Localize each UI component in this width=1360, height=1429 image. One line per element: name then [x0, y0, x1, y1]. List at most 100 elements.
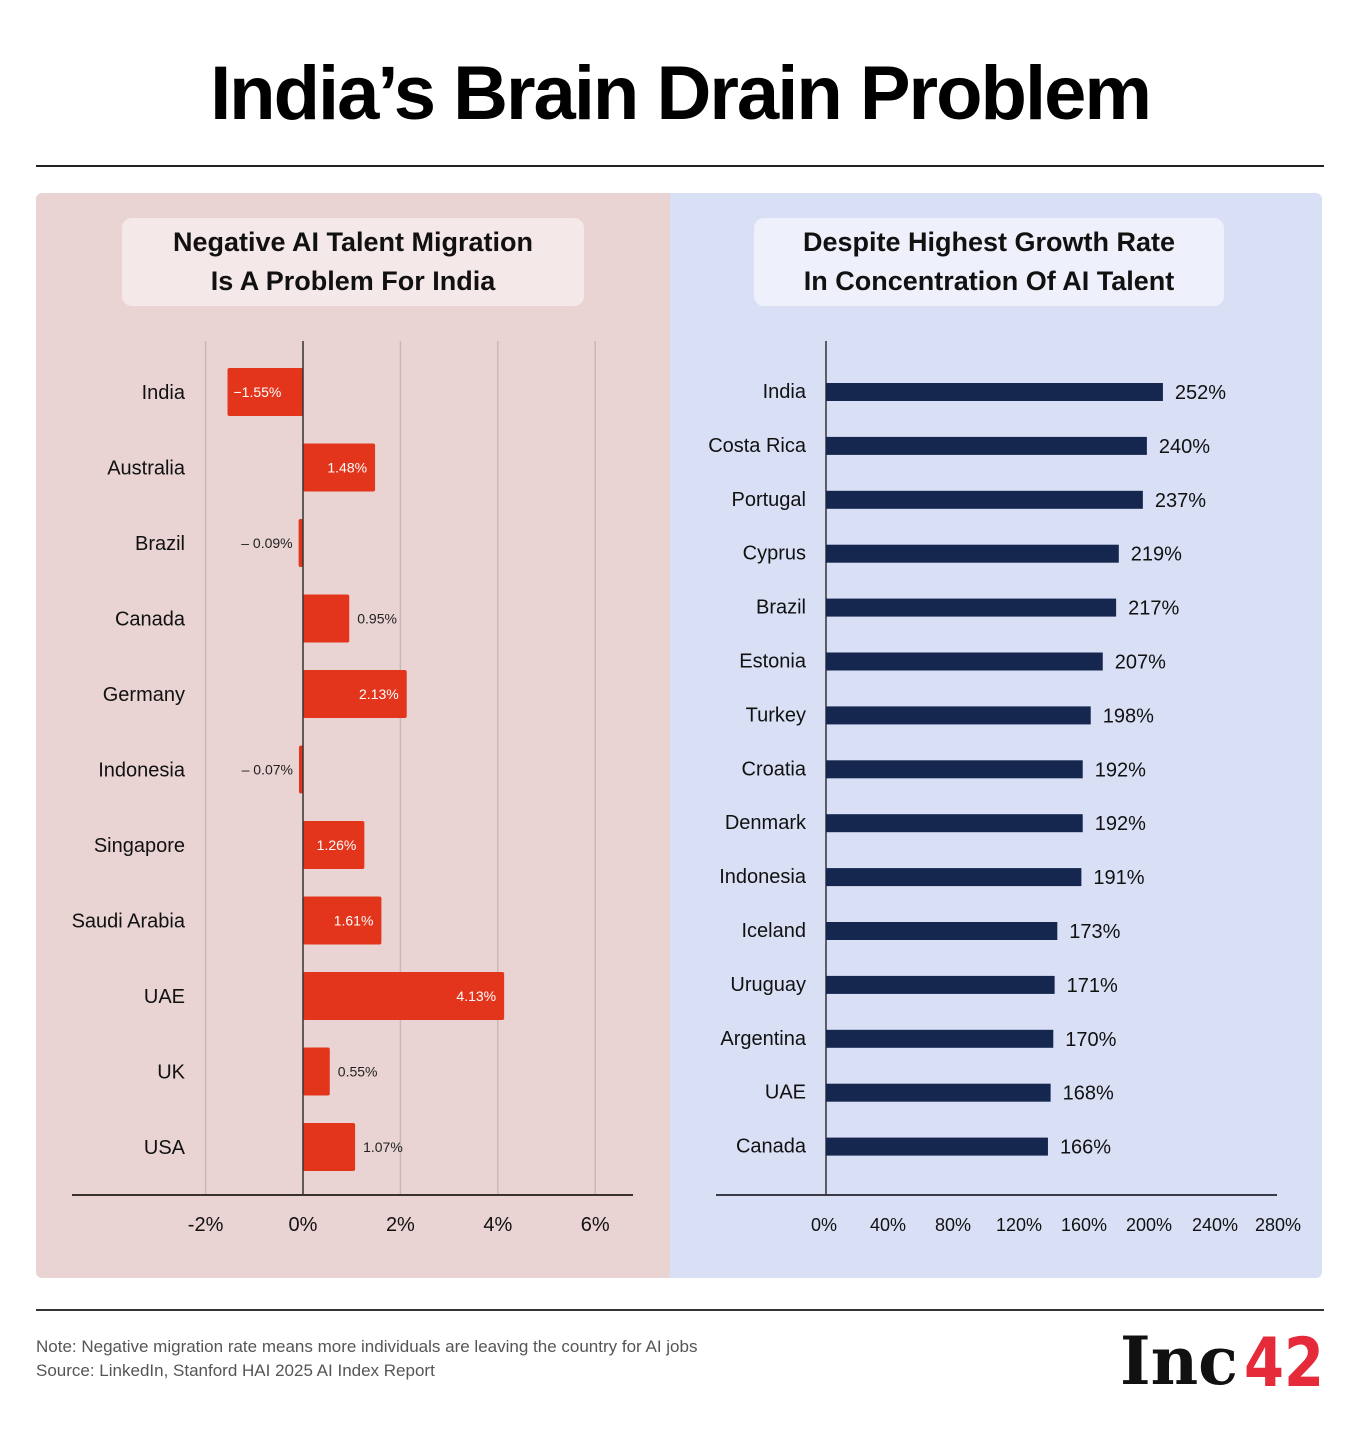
category-label: Estonia	[739, 651, 807, 673]
bar	[826, 652, 1103, 671]
bar	[303, 1047, 330, 1096]
bar	[303, 972, 505, 1020]
value-label: 237%	[1155, 490, 1206, 512]
value-label: 168%	[1063, 1083, 1114, 1105]
value-label: 0.95%	[357, 611, 397, 627]
x-tick-label: 0%	[289, 1214, 318, 1236]
value-label: – 0.09%	[241, 535, 292, 551]
value-label: 4.13%	[456, 988, 496, 1004]
value-label: 1.07%	[363, 1139, 403, 1155]
bar	[826, 383, 1163, 401]
category-label: Uruguay	[730, 974, 806, 996]
value-label: 217%	[1128, 598, 1179, 620]
bar	[826, 814, 1083, 833]
bar	[826, 1137, 1048, 1156]
x-tick-label: 2%	[386, 1214, 415, 1236]
value-label: 198%	[1103, 705, 1154, 727]
value-label: 191%	[1093, 867, 1144, 889]
footnote: Note: Negative migration rate means more…	[36, 1337, 698, 1356]
x-tick-label: 80%	[935, 1215, 971, 1235]
x-tick-label: 120%	[996, 1215, 1042, 1235]
category-label: Germany	[103, 684, 185, 706]
value-label: 240%	[1159, 436, 1210, 458]
bar	[826, 868, 1082, 887]
category-label: Turkey	[746, 704, 806, 726]
logo-42-text: 42	[1244, 1326, 1324, 1390]
category-label: Costa Rica	[708, 435, 807, 457]
category-label: India	[142, 382, 186, 404]
category-label: Australia	[107, 458, 186, 480]
bar	[299, 745, 303, 794]
bar	[826, 1083, 1051, 1102]
x-tick-label: 40%	[870, 1215, 906, 1235]
bar	[826, 598, 1117, 617]
bar	[826, 975, 1055, 994]
bar	[826, 544, 1119, 563]
value-label: 173%	[1069, 921, 1120, 943]
x-tick-label: 6%	[581, 1214, 610, 1236]
value-label: 1.61%	[334, 913, 374, 929]
category-label: Saudi Arabia	[72, 911, 186, 933]
x-tick-label: 160%	[1061, 1215, 1107, 1235]
value-label: – 0.07%	[242, 762, 293, 778]
bar	[227, 368, 303, 416]
value-label: 166%	[1060, 1137, 1111, 1159]
value-label: 219%	[1131, 544, 1182, 566]
category-label: UAE	[765, 1082, 806, 1104]
migration-chart: -2% 0% 2% 4% 6% India −1.55% Australia 1.48% Braz…	[72, 341, 633, 1236]
bottom-divider	[36, 1309, 1324, 1311]
growth-chart: 0% 40% 80% 120% 160% 200% 240% 280% India 252% Cos…	[708, 341, 1301, 1235]
bar	[826, 922, 1058, 940]
category-label: India	[763, 381, 807, 403]
bar	[303, 443, 376, 492]
x-tick-label: 240%	[1192, 1215, 1238, 1235]
category-label: Brazil	[756, 597, 806, 619]
bar	[303, 896, 382, 945]
value-label: 192%	[1095, 759, 1146, 781]
category-label: Brazil	[135, 533, 185, 555]
value-label: −1.55%	[234, 384, 282, 400]
category-label: Singapore	[94, 835, 185, 857]
category-label: Iceland	[742, 920, 807, 942]
category-label: Cyprus	[743, 543, 806, 565]
value-label: 252%	[1175, 382, 1226, 404]
value-label: 171%	[1067, 975, 1118, 997]
category-label: Canada	[736, 1136, 807, 1158]
inc42-logo: Inc 42	[1120, 1326, 1324, 1390]
value-label: 1.48%	[327, 460, 367, 476]
category-label: Croatia	[742, 758, 807, 780]
category-label: Indonesia	[98, 760, 186, 782]
bar	[303, 670, 407, 718]
x-tick-label: 200%	[1126, 1215, 1172, 1235]
x-tick-label: 280%	[1255, 1215, 1301, 1235]
category-label: UAE	[144, 986, 185, 1008]
bar	[826, 760, 1083, 779]
right-chart-title: Despite Highest Growth Rate In Concentra…	[754, 218, 1224, 306]
bar	[303, 821, 365, 869]
bar	[826, 490, 1143, 509]
category-label: USA	[144, 1137, 186, 1159]
bar	[303, 594, 350, 643]
right-chart-panel: Despite Highest Growth Rate In Concentra…	[670, 193, 1322, 1278]
category-label: Argentina	[720, 1028, 806, 1050]
x-tick-label: -2%	[188, 1214, 224, 1236]
value-label: 1.26%	[317, 837, 357, 853]
right-chart-title-line-1: Despite Highest Growth Rate	[802, 227, 1176, 257]
x-tick-label: 0%	[811, 1215, 837, 1235]
value-label: 192%	[1095, 813, 1146, 835]
value-label: 170%	[1065, 1029, 1116, 1051]
category-label: Indonesia	[719, 866, 807, 888]
bar	[298, 519, 303, 567]
left-chart-title-line-1: Negative AI Talent Migration	[172, 227, 534, 257]
left-chart-title: Negative AI Talent Migration Is A Proble…	[122, 218, 584, 306]
right-chart-title-line-2: In Concentration Of AI Talent	[803, 266, 1175, 296]
bar	[826, 706, 1091, 725]
category-label: Portugal	[732, 489, 807, 511]
left-chart-title-line-2: Is A Problem For India	[210, 266, 496, 296]
top-divider	[36, 165, 1324, 167]
category-label: UK	[157, 1062, 185, 1084]
page-title: India’s Brain Drain Problem	[210, 51, 1152, 136]
bar	[826, 436, 1147, 455]
bar	[826, 1029, 1054, 1048]
bar	[303, 1123, 356, 1171]
